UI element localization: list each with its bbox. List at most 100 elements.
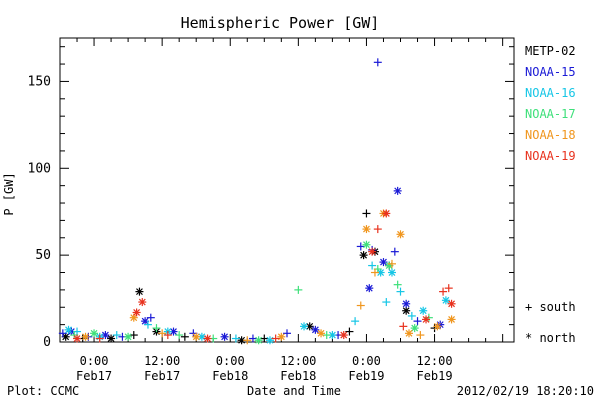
data-point-noaa-15-plus — [373, 58, 382, 67]
data-point-noaa-17-plus — [322, 331, 331, 340]
data-point-noaa-16-star — [419, 306, 428, 315]
data-point-noaa-15-star — [169, 327, 178, 336]
data-point-noaa-17-star — [254, 336, 263, 345]
data-point-noaa-15-plus — [248, 334, 257, 343]
data-point-noaa-19-star — [447, 299, 456, 308]
data-point-metp-02-star — [402, 306, 411, 315]
data-point-noaa-16-plus — [231, 334, 240, 343]
data-point-noaa-17-plus — [152, 324, 161, 333]
data-point-metp-02-star — [237, 336, 246, 345]
data-point-noaa-16-star — [64, 325, 73, 334]
data-point-noaa-18-plus — [158, 329, 167, 338]
legend-marker-star: * north — [525, 331, 576, 345]
data-point-noaa-16-star — [265, 336, 274, 345]
data-point-noaa-15-plus — [58, 329, 67, 338]
data-point-noaa-18-star — [362, 225, 371, 234]
x-tick-label-date: Feb18 — [212, 369, 248, 383]
y-tick-label: 100 — [28, 161, 51, 176]
x-tick-label-date: Feb18 — [280, 369, 316, 383]
data-point-noaa-18-star — [317, 329, 326, 338]
x-tick-label-time: 12:00 — [416, 354, 452, 368]
legend-item-metp-02: METP-02 — [525, 44, 576, 58]
data-point-noaa-15-plus — [283, 329, 291, 338]
data-point-noaa-15-plus — [413, 317, 422, 326]
data-point-metp-02-star — [135, 287, 144, 296]
data-point-noaa-17-star — [410, 324, 419, 333]
data-point-noaa-18-plus — [243, 336, 252, 345]
data-point-noaa-19-star — [339, 331, 348, 340]
data-point-noaa-16-plus — [368, 261, 377, 270]
data-point-noaa-19-star — [203, 334, 212, 343]
data-point-noaa-18-star — [405, 329, 414, 338]
data-point-noaa-16-star — [328, 331, 337, 340]
legend-item-noaa-15: NOAA-15 — [525, 65, 576, 79]
x-tick-label-time: 0:00 — [216, 354, 245, 368]
data-point-metp-02-plus — [180, 332, 189, 341]
x-tick-label-date: Feb19 — [348, 369, 384, 383]
legend-item-noaa-18: NOAA-18 — [525, 128, 576, 142]
data-point-noaa-16-plus — [143, 320, 152, 329]
x-tick-label-time: 12:00 — [144, 354, 180, 368]
data-point-metp-02-plus — [345, 327, 354, 336]
footer-plot-source: Plot: CCMC — [7, 384, 79, 398]
x-tick-label-time: 0:00 — [352, 354, 381, 368]
data-point-noaa-17-star — [362, 240, 371, 249]
data-point-noaa-18-star — [192, 332, 201, 341]
legend-marker-plus: + south — [525, 300, 576, 314]
y-tick-label: 0 — [43, 335, 51, 350]
x-tick-label-date: Feb17 — [144, 369, 180, 383]
data-point-noaa-19-star — [422, 315, 431, 324]
data-point-noaa-19-star — [368, 247, 377, 256]
data-point-noaa-17-plus — [175, 331, 184, 340]
data-point-noaa-19-plus — [271, 334, 280, 343]
data-point-noaa-18-star — [447, 315, 456, 324]
data-point-noaa-15-star — [101, 331, 110, 340]
data-point-noaa-15-plus — [356, 242, 365, 251]
data-point-noaa-18-plus — [387, 259, 396, 268]
data-point-noaa-15-star — [365, 284, 374, 293]
data-point-noaa-17-star — [90, 329, 99, 338]
data-point-noaa-19-plus — [399, 322, 408, 331]
chart-title: Hemispheric Power [GW] — [181, 14, 380, 32]
data-point-noaa-17-star — [124, 332, 133, 341]
footer-timestamp: 2012/02/19 18:20:10 — [457, 384, 594, 398]
data-point-noaa-19-plus — [95, 334, 104, 343]
data-point-noaa-16-plus — [112, 331, 121, 340]
x-axis-label: Date and Time — [247, 384, 341, 398]
data-point-noaa-16-plus — [351, 317, 360, 326]
data-point-noaa-19-star — [382, 209, 391, 218]
data-point-noaa-16-plus — [382, 298, 391, 307]
data-point-noaa-19-plus — [444, 284, 453, 293]
data-point-metp-02-plus — [260, 334, 269, 343]
y-axis-label: P [GW] — [2, 172, 16, 215]
data-point-noaa-17-plus — [393, 280, 402, 289]
data-point-metp-02-plus — [362, 209, 371, 218]
data-point-noaa-19-star — [138, 298, 147, 307]
data-point-noaa-19-plus — [163, 331, 172, 340]
data-point-noaa-19-plus — [439, 287, 448, 296]
data-point-metp-02-plus — [129, 331, 138, 340]
data-point-noaa-15-star — [220, 332, 229, 341]
legend-item-noaa-17: NOAA-17 — [525, 107, 576, 121]
plot-frame — [59, 37, 515, 343]
data-point-noaa-15-plus — [390, 247, 399, 256]
data-point-noaa-17-plus — [294, 285, 303, 294]
data-point-noaa-18-plus — [416, 331, 425, 340]
x-tick-label-date: Feb19 — [416, 369, 452, 383]
data-point-noaa-18-star — [277, 332, 286, 341]
data-point-noaa-15-star — [379, 258, 388, 267]
y-tick-label: 150 — [28, 74, 51, 89]
data-point-noaa-18-star — [396, 230, 405, 239]
data-point-noaa-19-plus — [373, 225, 382, 234]
data-point-metp-02-star — [61, 332, 70, 341]
data-point-metp-02-star — [107, 334, 116, 343]
data-point-noaa-18-plus — [370, 268, 379, 277]
data-point-noaa-18-star — [81, 332, 90, 341]
data-point-noaa-15-star — [393, 186, 402, 195]
data-point-noaa-16-plus — [396, 287, 405, 296]
y-tick-label: 50 — [35, 248, 51, 263]
data-point-noaa-16-star — [441, 296, 450, 305]
legend-item-noaa-19: NOAA-19 — [525, 149, 576, 163]
data-point-noaa-15-plus — [146, 313, 155, 322]
